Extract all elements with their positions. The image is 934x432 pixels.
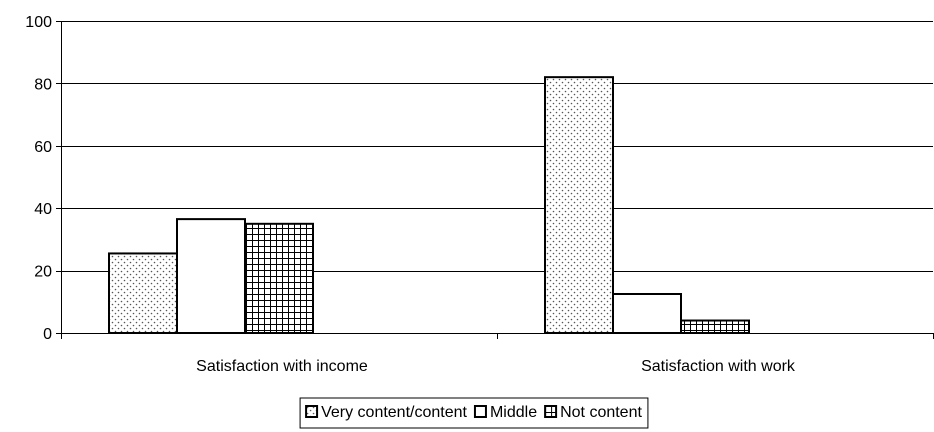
bar [108, 252, 178, 334]
y-tick-label: 80 [34, 76, 52, 93]
x-category-label: Satisfaction with work [641, 358, 796, 375]
legend-item: Very content/content [305, 404, 468, 421]
legend: Very content/content Middle Not content [299, 397, 649, 429]
legend-label: Middle [490, 404, 537, 421]
legend-item: Not content [544, 404, 642, 421]
bar [680, 319, 750, 334]
y-tick-label: 40 [34, 201, 52, 218]
legend-swatch [305, 405, 319, 418]
y-tick-label: 100 [25, 14, 52, 31]
bar [244, 222, 314, 334]
y-tick-label: 60 [34, 139, 52, 156]
x-category-label: Satisfaction with income [196, 358, 368, 375]
bar [544, 76, 614, 334]
y-tick-label: 0 [43, 326, 52, 343]
gridlines [61, 21, 933, 272]
y-tick-label: 20 [34, 264, 52, 281]
bars [108, 76, 750, 334]
bar [176, 218, 246, 334]
legend-label: Not content [560, 404, 642, 421]
legend-swatch [544, 405, 558, 418]
axes: 0 20 40 60 80 100 Satisfaction with income Sati… [25, 14, 934, 375]
legend-swatch [473, 405, 487, 418]
bar [612, 293, 682, 334]
legend-label: Very content/content [321, 404, 467, 421]
legend-item: Middle [473, 404, 537, 421]
